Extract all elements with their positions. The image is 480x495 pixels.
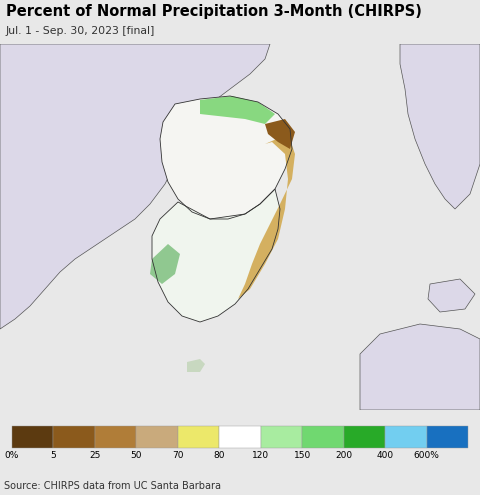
Bar	[136, 426, 178, 448]
Bar	[219, 426, 261, 448]
Bar	[261, 426, 302, 448]
Polygon shape	[187, 359, 205, 372]
Text: 150: 150	[294, 451, 311, 460]
Bar	[53, 426, 95, 448]
Bar	[12, 426, 53, 448]
Text: 50: 50	[131, 451, 142, 460]
Text: 200: 200	[335, 451, 352, 460]
Bar	[427, 426, 468, 448]
Text: 0%: 0%	[5, 451, 19, 460]
Polygon shape	[265, 119, 295, 149]
Text: Jul. 1 - Sep. 30, 2023 [final]: Jul. 1 - Sep. 30, 2023 [final]	[6, 26, 155, 36]
Text: 5: 5	[50, 451, 56, 460]
Polygon shape	[160, 96, 292, 219]
Bar	[385, 426, 427, 448]
Text: 120: 120	[252, 451, 269, 460]
Polygon shape	[152, 189, 280, 322]
Text: 70: 70	[172, 451, 183, 460]
Polygon shape	[238, 134, 295, 299]
Polygon shape	[200, 96, 275, 124]
Text: 600%: 600%	[414, 451, 440, 460]
Text: 400: 400	[376, 451, 394, 460]
Text: Percent of Normal Precipitation 3-Month (CHIRPS): Percent of Normal Precipitation 3-Month …	[6, 4, 421, 19]
Bar	[344, 426, 385, 448]
Polygon shape	[0, 44, 270, 329]
Text: Source: CHIRPS data from UC Santa Barbara: Source: CHIRPS data from UC Santa Barbar…	[4, 481, 221, 491]
Bar	[95, 426, 136, 448]
Polygon shape	[400, 44, 480, 209]
Text: 80: 80	[214, 451, 225, 460]
Text: 25: 25	[89, 451, 101, 460]
Bar	[178, 426, 219, 448]
Bar	[302, 426, 344, 448]
Polygon shape	[150, 244, 180, 284]
Polygon shape	[360, 324, 480, 410]
Polygon shape	[428, 279, 475, 312]
